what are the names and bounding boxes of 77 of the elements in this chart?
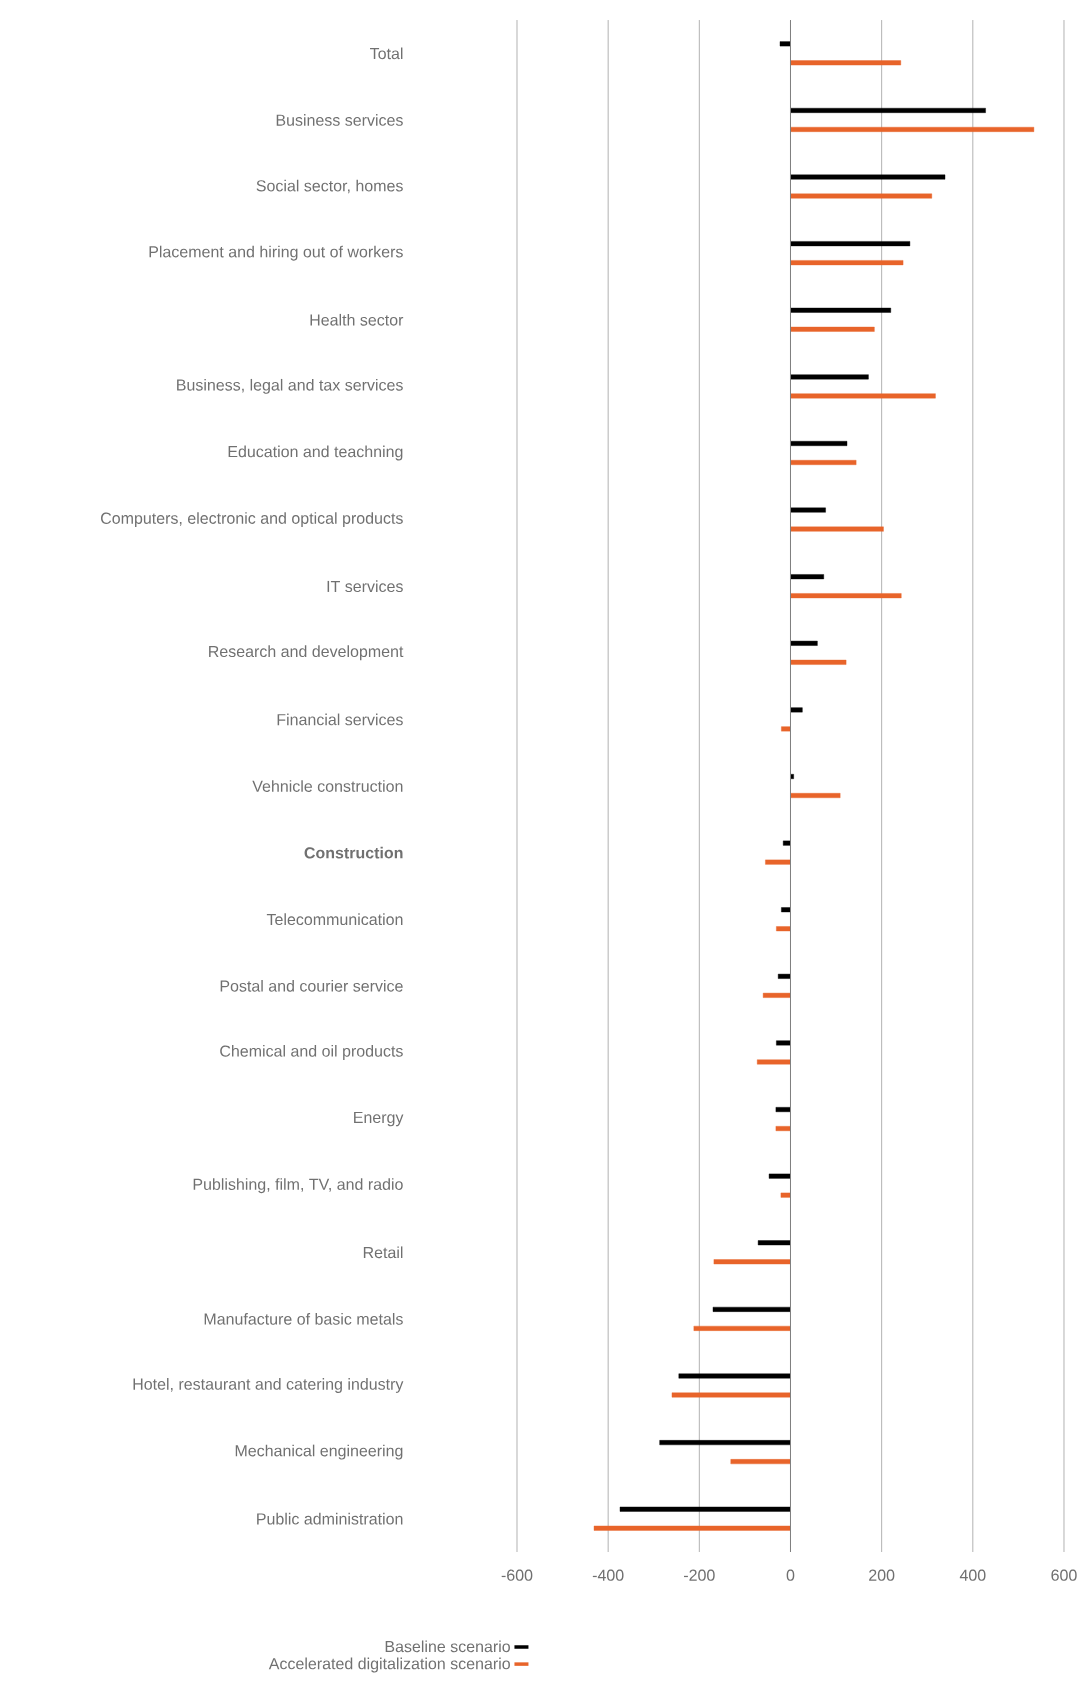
legend-label: Baseline scenario [385,1640,510,1653]
bar [776,1040,791,1046]
bar [757,1240,791,1246]
bar [790,526,884,532]
bar [713,1259,791,1265]
y-tick-label: Energy [354,1111,404,1127]
y-tick-label: Placement and hiring out of workers [149,245,403,261]
bar [790,640,818,646]
y-tick-label: Postal and courier service [220,979,403,992]
bar [762,992,791,998]
bar [678,1373,791,1379]
legend-label: Accelerated digitalization scenario [268,1657,510,1673]
y-tick-label: Business, legal and tax services [177,378,403,394]
y-tick-label: Financial services [277,713,403,726]
bar [619,1506,791,1512]
x-tick-label: -200 [684,1569,715,1581]
bar [790,60,901,66]
x-tick-label: 400 [959,1569,986,1581]
y-tick-label: Chemical and oil products [220,1045,403,1060]
y-tick-label: Business services [276,114,403,126]
bar [790,307,891,313]
x-tick-label: 0 [786,1569,795,1581]
y-tick-label: Public administration [257,1512,403,1525]
bar [790,174,946,180]
bar [790,441,848,446]
x-tick-label: -600 [501,1569,533,1581]
y-tick-label: Computers, electronic and optical products [101,512,403,528]
bar [712,1306,791,1312]
bar [776,926,791,932]
y-tick-label: Social sector, homes [256,179,403,194]
y-tick-label: Health sector [310,313,404,326]
bar [730,1459,791,1465]
y-tick-label: Telecommunication [266,913,403,926]
bar [790,374,869,380]
y-tick-label: IT services [327,580,403,593]
x-tick-label: -400 [592,1569,624,1581]
y-tick-label: Hotel, restaurant and catering industry [133,1378,404,1393]
bar [768,1173,791,1179]
bar [790,593,902,599]
y-tick-label: Research and development [209,645,404,661]
bar [790,574,824,580]
x-tick-label: 600 [1051,1569,1077,1581]
bar [790,393,936,399]
bar [790,326,875,332]
bar [790,127,1035,132]
bar [790,460,857,465]
y-tick-label: Total [370,47,403,60]
y-tick-label: Construction [304,846,403,859]
bar [790,108,986,113]
y-tick-label: Education and teachning [228,445,403,461]
bar [765,859,791,865]
y-tick-label: Publishing, film, TV, and radio [193,1178,403,1194]
bar [780,1192,791,1198]
bar [781,907,791,913]
bar [777,973,791,979]
bar [790,707,803,713]
bar [779,41,791,47]
bar [790,260,904,266]
y-tick-label: Vehnicle construction [252,780,403,792]
y-tick-label: Manufacture of basic metals [204,1313,403,1325]
bar [781,726,791,732]
bar [659,1440,791,1446]
bar [790,659,847,665]
bar [790,793,841,798]
bar [593,1525,791,1531]
y-tick-label: Retail [363,1246,403,1259]
y-tick-label: Mechanical engineering [235,1444,403,1460]
bar [671,1392,791,1398]
bar [790,193,932,199]
bar [790,507,826,513]
bar [757,1059,791,1065]
bar [775,1126,791,1132]
bar [790,241,911,247]
x-tick-label: 200 [869,1569,895,1581]
bar [693,1325,791,1331]
bar [775,1107,791,1113]
bar [782,840,791,846]
